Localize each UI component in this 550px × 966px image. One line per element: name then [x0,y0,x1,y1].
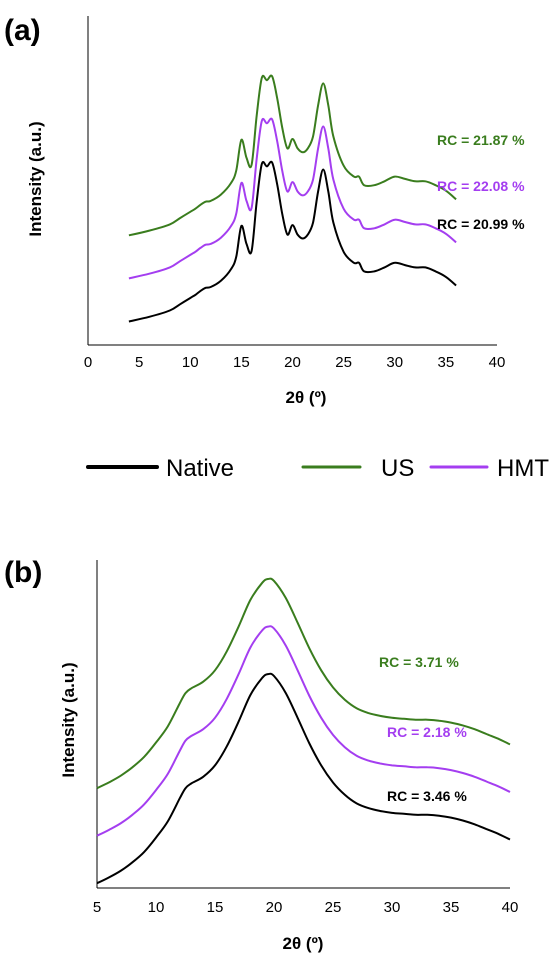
panel-a-hmt-series-line [128,117,457,280]
panel-a: (a) Intensity (a.u.) 2θ (º) 0 5 10 15 20 25 30… [4,14,525,407]
legend: Native US HMT [86,455,549,482]
panel-a-x-tick-label: 0 [84,354,92,371]
panel-b: (b) Intensity (a.u.) 2θ (º) 5 10 15 20 25 30 3… [4,556,518,953]
panel-b-native-rc-label: RC = 3.46 % [387,788,467,804]
panel-b-series [96,577,511,885]
panel-a-x-tick-label: 35 [438,354,455,371]
panel-b-y-axis-title: Intensity (a.u.) [59,662,78,777]
panel-b-native-series-line [96,672,511,885]
legend-us-label: US [381,455,414,482]
panel-b-x-tick-label: 40 [502,899,519,916]
panel-a-x-tick-label: 40 [489,354,506,371]
panel-a-x-tick-label: 20 [284,354,301,371]
panel-a-x-ticks: 0 5 10 15 20 25 30 35 40 [84,354,506,371]
panel-b-x-axis-title: 2θ (º) [283,934,324,953]
panel-b-hmt-rc-label: RC = 2.18 % [387,724,467,740]
legend-hmt-label: HMT [497,455,549,482]
panel-b-us-rc-label: RC = 3.71 % [379,654,459,670]
panel-b-x-tick-label: 35 [443,899,460,916]
panel-a-x-tick-label: 25 [335,354,352,371]
panel-b-x-tick-label: 30 [384,899,401,916]
panel-b-us-series-line [96,577,511,790]
panel-b-x-tick-label: 20 [266,899,283,916]
panel-a-y-axis-title: Intensity (a.u.) [26,121,45,236]
panel-a-native-rc-label: RC = 20.99 % [437,216,525,232]
panel-a-native-series-line [128,160,457,323]
panel-a-x-tick-label: 15 [233,354,250,371]
panel-b-x-tick-label: 5 [93,899,101,916]
panel-b-x-ticks: 5 10 15 20 25 30 35 40 [93,899,519,916]
panel-b-x-tick-label: 15 [207,899,224,916]
panel-b-x-tick-label: 10 [148,899,165,916]
panel-a-us-series-line [128,74,457,237]
panel-b-x-tick-label: 25 [325,899,342,916]
panel-a-us-rc-label: RC = 21.87 % [437,132,525,148]
panel-a-x-axis-title: 2θ (º) [286,388,327,407]
panel-a-hmt-rc-label: RC = 22.08 % [437,178,525,194]
panel-a-x-tick-label: 5 [135,354,143,371]
panel-a-series [128,74,457,323]
panel-a-x-tick-label: 30 [386,354,403,371]
panel-a-x-tick-label: 10 [182,354,199,371]
legend-native-label: Native [166,455,234,482]
panel-b-label: (b) [4,556,42,589]
panel-b-hmt-series-line [96,625,511,837]
panel-a-label: (a) [4,14,41,47]
